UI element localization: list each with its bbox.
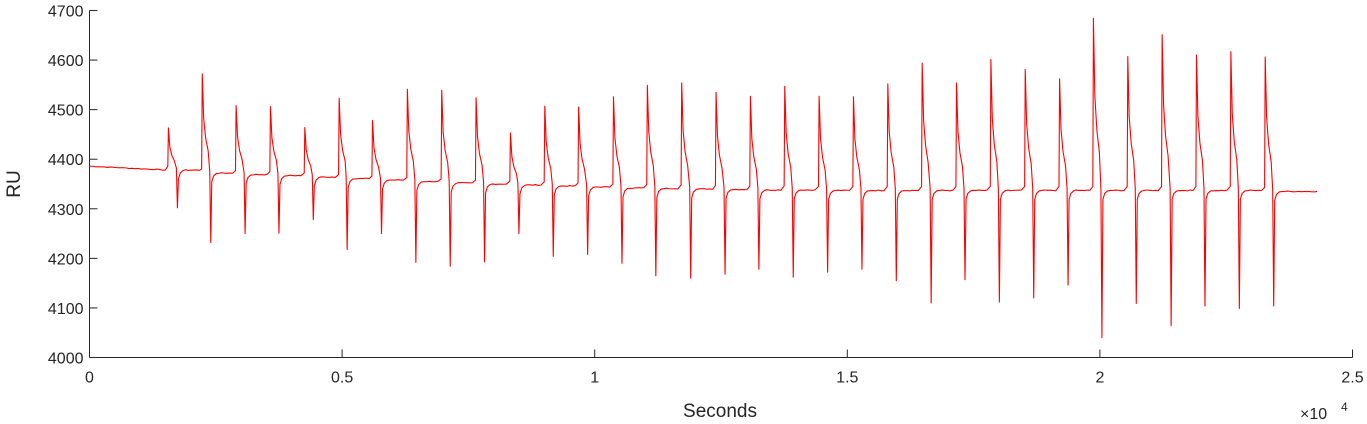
y-tick-label: 4100 — [48, 301, 84, 318]
y-tick-label: 4200 — [48, 251, 84, 268]
x-exponent-base: ×10 — [1300, 406, 1327, 423]
x-tick-label: 0.5 — [331, 370, 353, 387]
plot-area — [89, 17, 1318, 339]
y-tick-label: 4000 — [48, 351, 84, 368]
x-tick-label: 2 — [1095, 370, 1104, 387]
x-ticks: 0 0.5 1 1.5 2 2.5 — [85, 349, 1364, 387]
y-tick-label: 4600 — [48, 53, 84, 70]
x-tick-label: 2.5 — [1341, 370, 1363, 387]
y-tick-label: 4300 — [48, 202, 84, 219]
x-exponent-label: ×10 4 — [1300, 400, 1348, 423]
x-axis-title: Seconds — [683, 401, 757, 422]
y-tick-label: 4400 — [48, 152, 84, 169]
x-tick-label: 1 — [590, 370, 599, 387]
x-tick-label: 1.5 — [836, 370, 858, 387]
axes — [89, 10, 1353, 358]
x-exponent-power: 4 — [1341, 400, 1348, 414]
x-tick-label: 0 — [85, 370, 94, 387]
y-ticks: 4000 4100 4200 4300 4400 4500 4600 4700 — [48, 4, 98, 368]
y-tick-label: 4700 — [48, 4, 84, 21]
sensorgram-series-line — [89, 17, 1318, 339]
y-axis-title: RU — [4, 170, 25, 197]
y-tick-label: 4500 — [48, 103, 84, 120]
